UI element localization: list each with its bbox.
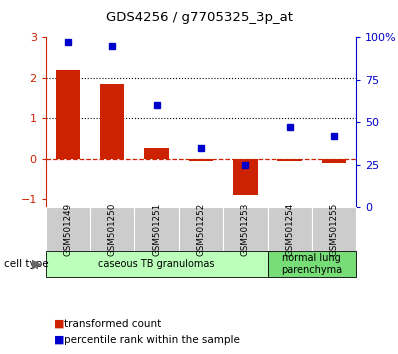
Text: GSM501249: GSM501249: [63, 202, 72, 256]
Bar: [144, 148, 169, 159]
Text: ▶: ▶: [32, 258, 42, 270]
Text: GSM501250: GSM501250: [108, 202, 117, 256]
Bar: [233, 159, 258, 195]
Bar: [277, 159, 302, 161]
Text: GSM501253: GSM501253: [241, 202, 250, 256]
Bar: [56, 69, 80, 159]
Text: GSM501252: GSM501252: [197, 202, 205, 256]
Text: ■: ■: [54, 319, 64, 329]
Text: GSM501251: GSM501251: [152, 202, 161, 256]
Text: cell type: cell type: [4, 259, 49, 269]
Bar: [189, 159, 213, 161]
Text: normal lung
parenchyma: normal lung parenchyma: [281, 253, 342, 275]
Text: percentile rank within the sample: percentile rank within the sample: [64, 335, 240, 345]
Text: ■: ■: [54, 335, 64, 345]
Bar: [322, 159, 346, 162]
Text: GSM501255: GSM501255: [330, 202, 339, 256]
Text: GSM501254: GSM501254: [285, 202, 294, 256]
Bar: [100, 84, 125, 159]
Text: GDS4256 / g7705325_3p_at: GDS4256 / g7705325_3p_at: [105, 11, 293, 24]
Text: transformed count: transformed count: [64, 319, 162, 329]
Text: caseous TB granulomas: caseous TB granulomas: [98, 259, 215, 269]
